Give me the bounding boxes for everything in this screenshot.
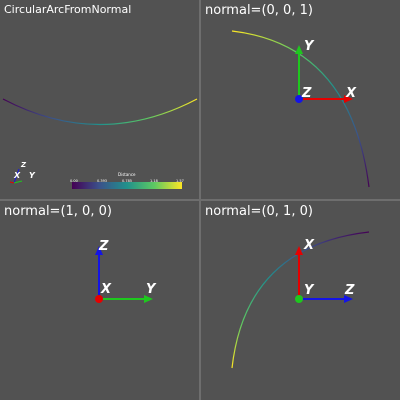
axis-label-center: X <box>100 282 112 297</box>
arc-polyline <box>231 30 370 188</box>
x-axis-point <box>95 295 103 303</box>
scalar-bar-tick: 1.18 <box>150 179 158 183</box>
viewport-title: normal=(0, 0, 1) <box>205 3 313 18</box>
x-axis-arrowhead <box>344 95 353 103</box>
marker-x-label: X <box>13 171 21 180</box>
axes-actor: Z Y X <box>95 239 157 303</box>
viewport-circular-arc-from-normal[interactable]: CircularArcFromNormal Z X Y Distance 0.0… <box>0 0 199 199</box>
axis-label-right: Z <box>344 283 355 298</box>
marker-z-axis <box>13 168 20 184</box>
z-axis-point <box>295 95 303 103</box>
axis-label-right: Y <box>146 282 157 297</box>
scalar-bar-tick: 1.57 <box>176 179 184 183</box>
scalar-bar-tick: 0.00 <box>70 179 78 183</box>
axes-scene: Z Y X <box>95 239 157 303</box>
axis-label-center: Y <box>304 283 315 298</box>
marker-z-label: Z <box>20 161 27 169</box>
marker-y-axis <box>13 180 23 184</box>
axis-label-up: Y <box>304 39 315 54</box>
marker-x-axis <box>9 181 15 184</box>
axis-label-right: X <box>345 86 357 101</box>
z-axis-arrowhead <box>95 246 103 255</box>
arc-polyline <box>231 231 370 369</box>
marker-y-label: Y <box>29 171 36 180</box>
z-axis-arrowhead <box>344 295 353 303</box>
axis-label-up: Z <box>98 239 109 254</box>
scalar-bar-tick: 0.785 <box>122 179 133 183</box>
axes-actor: Y X Z <box>295 39 357 103</box>
axes-actor: X Z Y <box>295 238 355 303</box>
viewport-normal-010[interactable]: normal=(0, 1, 0) X Z Y <box>201 201 400 400</box>
arc-scene: Z X Y <box>2 98 198 189</box>
axis-label-center: Z <box>301 86 312 101</box>
x-axis-arrowhead <box>295 246 303 255</box>
scalar-bar-title: Distance <box>118 172 136 177</box>
viewport-title: normal=(1, 0, 0) <box>4 204 112 219</box>
orientation-marker: Z X Y <box>9 161 36 184</box>
y-axis-arrowhead <box>295 45 303 54</box>
y-axis-point <box>295 295 303 303</box>
y-axis-arrowhead <box>144 295 153 303</box>
scalar-bar <box>72 182 182 189</box>
viewport-title: normal=(0, 1, 0) <box>205 204 313 219</box>
arc-scene: X Z Y <box>231 231 370 369</box>
viewport-title: CircularArcFromNormal <box>4 3 132 16</box>
scalar-bar-tick: 0.393 <box>97 179 108 183</box>
arc-scene: Y X Z <box>231 30 370 188</box>
viewport-normal-100[interactable]: normal=(1, 0, 0) Z Y X <box>0 201 199 400</box>
axis-label-up: X <box>303 238 315 253</box>
arc-polyline <box>2 98 198 125</box>
viewport-normal-001[interactable]: normal=(0, 0, 1) Y X Z <box>201 0 400 199</box>
